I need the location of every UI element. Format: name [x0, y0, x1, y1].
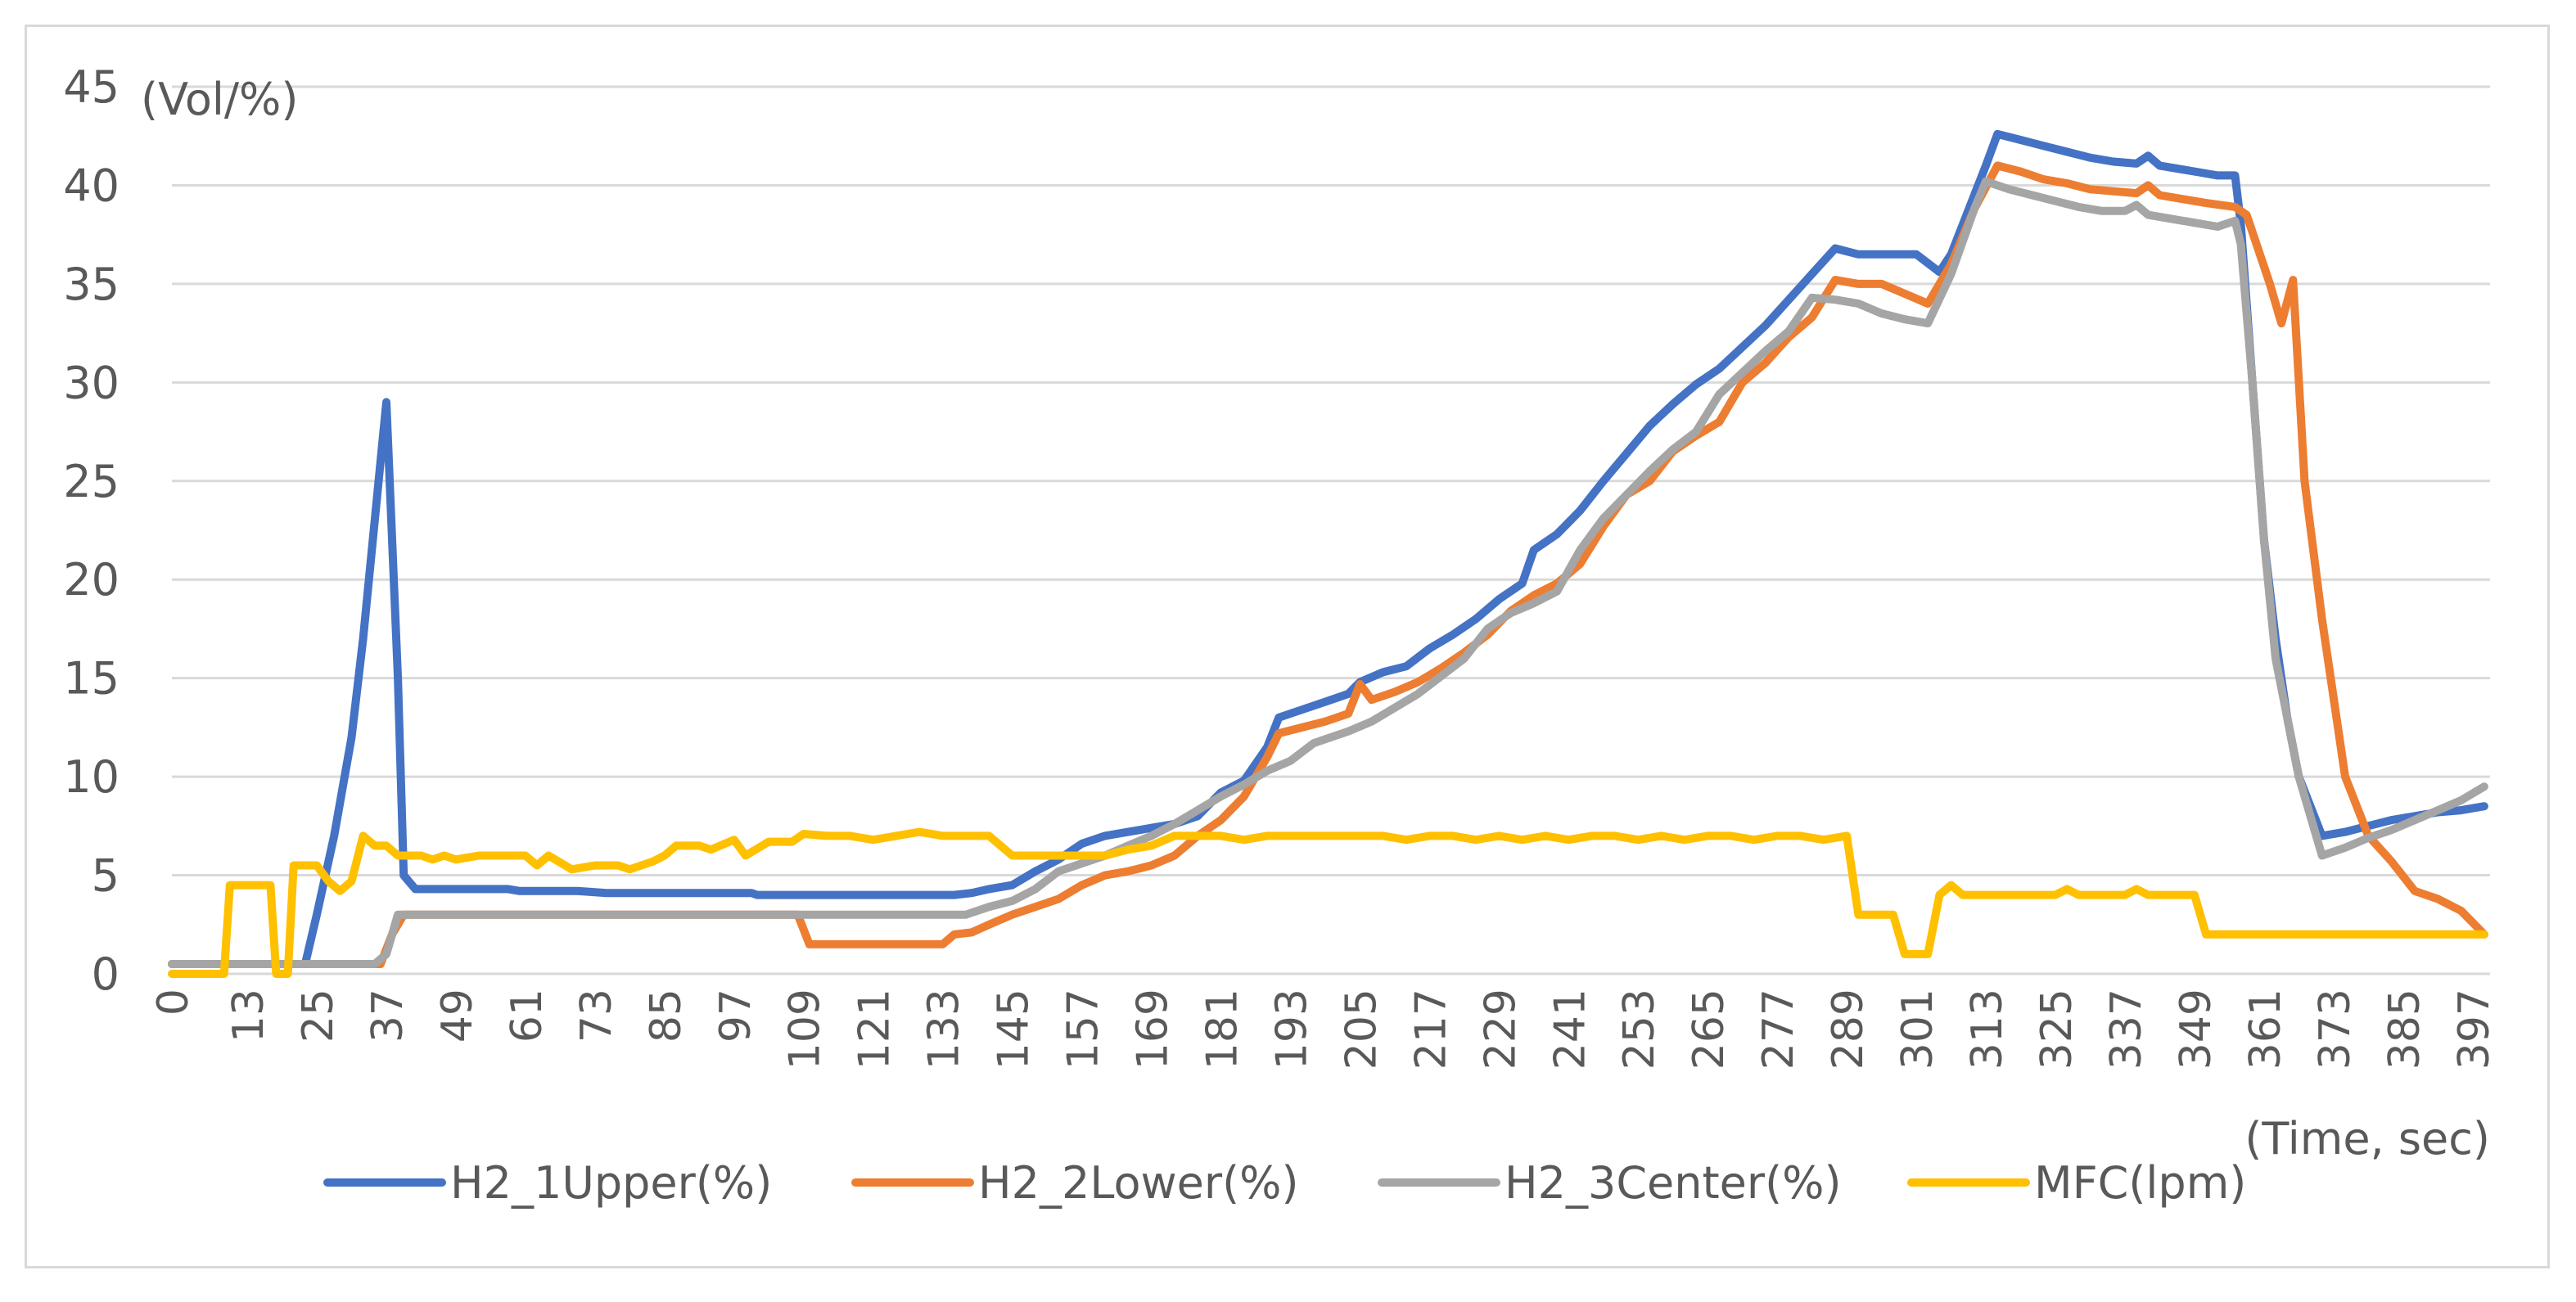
x-tick-label: 97 — [711, 989, 760, 1043]
x-tick-label: 13 — [224, 989, 273, 1043]
y-tick-label: 10 — [63, 751, 120, 803]
legend-label-3: H2_3Center(%) — [1505, 1157, 1842, 1209]
series-line-1 — [168, 129, 2488, 968]
x-tick-label: 325 — [2032, 989, 2082, 1070]
y-tick-label: 45 — [63, 61, 120, 113]
y-tick-label: 5 — [92, 850, 120, 902]
x-tick-label: 229 — [1476, 989, 1525, 1070]
x-tick-label: 73 — [572, 989, 621, 1043]
x-tick-label: 0 — [149, 989, 198, 1016]
x-tick-label: 349 — [2172, 989, 2221, 1070]
x-tick-label: 385 — [2380, 989, 2429, 1070]
y-tick-label: 0 — [92, 948, 120, 1000]
y-tick-label: 25 — [63, 456, 120, 507]
series-line-2 — [168, 161, 2488, 968]
x-tick-label: 277 — [1754, 989, 1803, 1070]
y-axis-ticks: 0 5 10 15 20 25 30 35 40 45 — [63, 61, 120, 1000]
y-tick-label: 40 — [63, 160, 120, 211]
y-tick-label: 35 — [63, 259, 120, 310]
x-tick-label: 61 — [503, 989, 552, 1043]
x-tick-label: 133 — [920, 989, 969, 1070]
x-tick-label: 289 — [1824, 989, 1873, 1070]
series-line-4 — [168, 827, 2488, 978]
x-tick-label: 265 — [1685, 989, 1734, 1070]
series-line-3 — [168, 177, 2488, 968]
y-tick-label: 30 — [63, 357, 120, 408]
y-tick-label: 15 — [63, 653, 120, 705]
x-tick-label: 241 — [1545, 989, 1595, 1070]
x-tick-label: 49 — [433, 989, 482, 1043]
legend-label-1: H2_1Upper(%) — [450, 1157, 772, 1209]
legend: H2_1Upper(%) H2_2Lower(%) H2_3Center(%) MFC… — [323, 1157, 2246, 1209]
x-tick-label: 85 — [642, 989, 691, 1043]
x-tick-label: 373 — [2311, 989, 2360, 1070]
x-tick-label: 301 — [1893, 989, 1942, 1070]
x-tick-label: 25 — [294, 989, 343, 1043]
x-tick-label: 145 — [990, 989, 1039, 1070]
x-axis-label: (Time, sec) — [2244, 1113, 2490, 1165]
x-tick-label: 157 — [1059, 989, 1108, 1070]
y-axis-label: (Vol/%) — [141, 74, 298, 125]
x-tick-label: 397 — [2450, 989, 2499, 1070]
x-tick-label: 37 — [363, 989, 413, 1043]
x-tick-label: 253 — [1615, 989, 1664, 1070]
x-tick-label: 169 — [1129, 989, 1178, 1070]
series-lines — [168, 129, 2488, 978]
chart-frame — [25, 25, 2550, 1268]
x-tick-label: 181 — [1198, 989, 1247, 1070]
x-tick-label: 217 — [1406, 989, 1455, 1070]
x-tick-label: 337 — [2102, 989, 2151, 1070]
x-tick-label: 205 — [1337, 989, 1386, 1070]
x-tick-label: 121 — [850, 989, 900, 1070]
x-axis-ticks: 0 13 25 37 49 61 73 85 97 109 121 133 145 157 169 181 19… — [149, 989, 2499, 1070]
x-tick-label: 313 — [1963, 989, 2012, 1070]
x-tick-label: 193 — [1267, 989, 1316, 1070]
legend-label-2: H2_2Lower(%) — [978, 1157, 1299, 1209]
x-tick-label: 109 — [781, 989, 830, 1070]
legend-label-4: MFC(lpm) — [2034, 1157, 2246, 1209]
x-tick-label: 361 — [2241, 989, 2290, 1070]
gridlines — [172, 85, 2490, 975]
y-tick-label: 20 — [63, 554, 120, 606]
